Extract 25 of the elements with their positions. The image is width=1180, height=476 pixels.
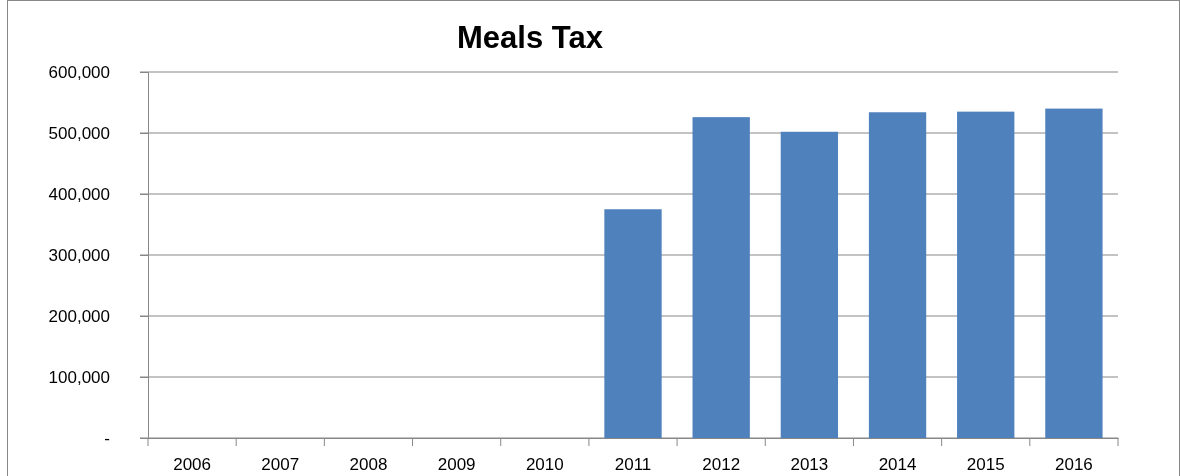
chart-title: Meals Tax [457,20,604,55]
x-tick-label: 2016 [1054,455,1093,475]
y-tick-label: 300,000 [48,245,110,265]
x-tick-label: 2008 [349,455,388,475]
y-tick-label: 600,000 [48,62,110,82]
bar [604,209,662,438]
bar [1045,108,1103,438]
bar [692,117,750,438]
x-tick-label: 2011 [614,455,652,475]
y-tick-label: 500,000 [48,123,110,143]
bar [957,111,1015,438]
x-tick-label: 2014 [878,455,917,475]
x-tick-label: 2006 [173,455,211,475]
y-tick-label: - [104,428,110,448]
y-tick-label: 400,000 [48,184,110,204]
x-tick-label: 2012 [702,455,741,475]
x-tick-label: 2013 [790,455,829,475]
x-tick-label: 2009 [437,455,476,475]
y-tick-label: 200,000 [48,306,110,326]
x-tick-label: 2015 [966,455,1005,475]
x-tick-label: 2007 [261,455,300,475]
bar [868,112,927,438]
bar [780,131,839,438]
x-tick-label: 2010 [525,455,564,475]
y-tick-label: 100,000 [48,367,110,387]
